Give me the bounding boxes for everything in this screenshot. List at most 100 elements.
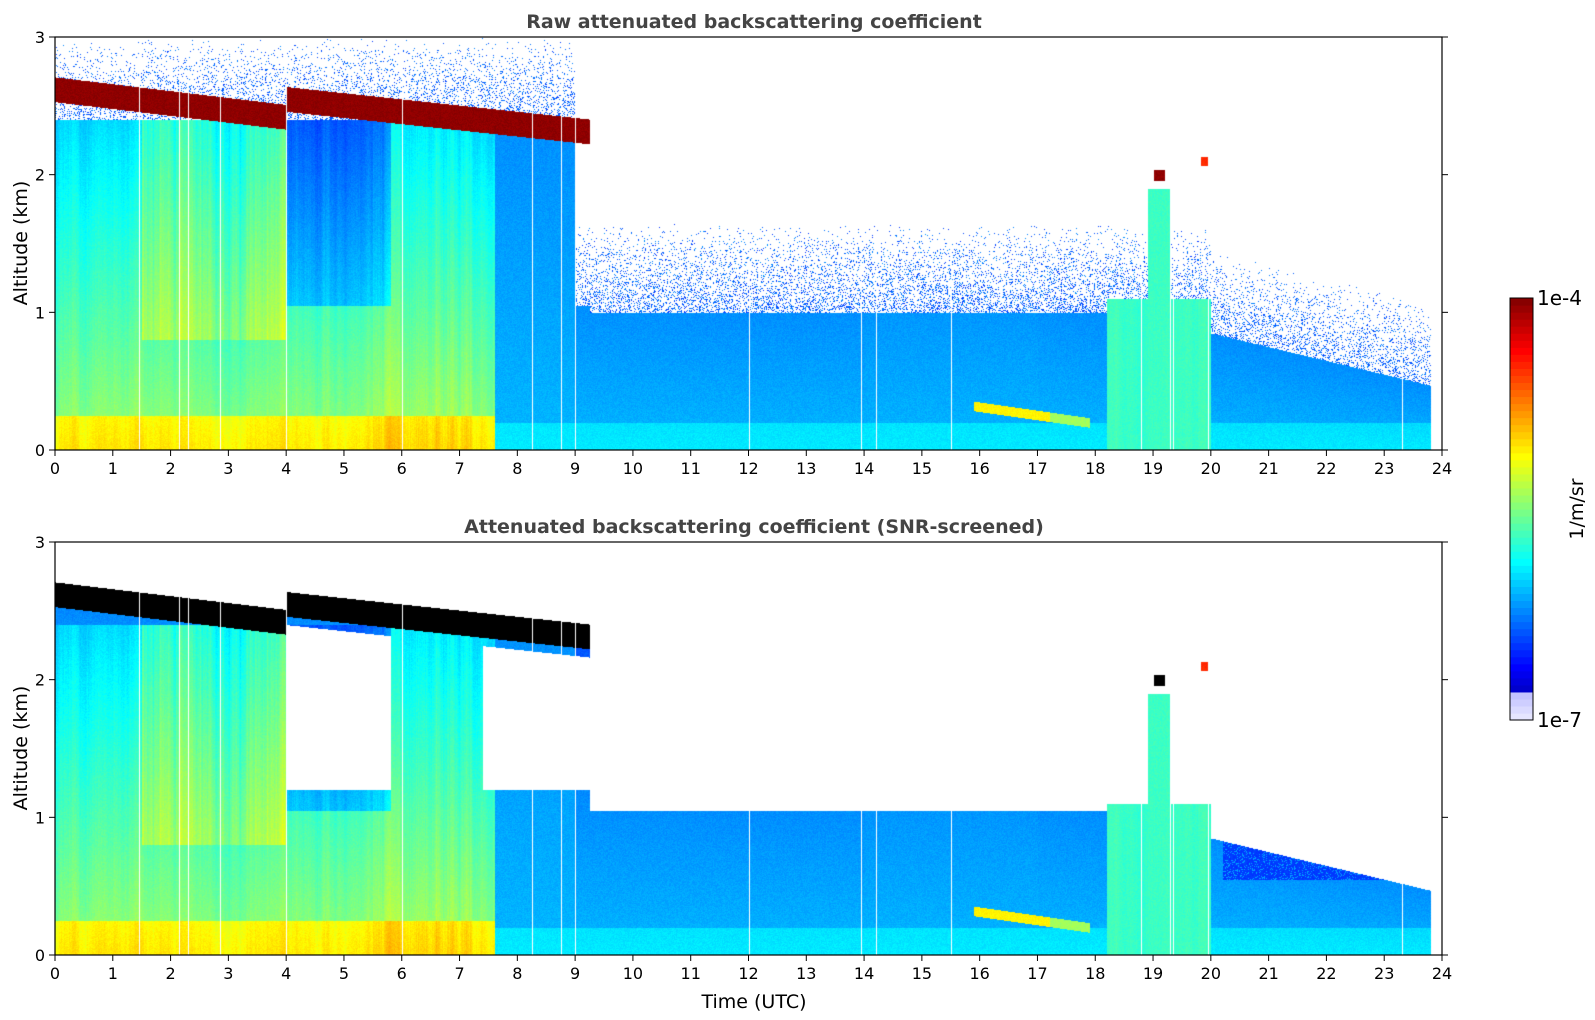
colorbar-segment xyxy=(1510,487,1533,496)
colorbar-segment xyxy=(1510,305,1533,313)
x-tick-label: 3 xyxy=(223,964,233,983)
colorbar-segment xyxy=(1510,663,1533,672)
colorbar-segment xyxy=(1510,670,1533,679)
y-tick-label: 0 xyxy=(35,441,45,460)
x-tick-label: 9 xyxy=(570,964,580,983)
colorbar-min-label: 1e-7 xyxy=(1537,708,1582,732)
x-tick-label: 7 xyxy=(454,964,464,983)
x-tick-label: 9 xyxy=(570,459,580,478)
colorbar-segment xyxy=(1510,340,1533,348)
x-tick-label: 0 xyxy=(50,964,60,983)
y-tick-label: 1 xyxy=(35,303,45,322)
x-tick-label: 20 xyxy=(1201,459,1221,478)
x-tick-label: 21 xyxy=(1258,459,1278,478)
colorbar-segment xyxy=(1510,558,1533,566)
x-tick-label: 19 xyxy=(1143,964,1163,983)
y-tick-label: 2 xyxy=(35,671,45,690)
x-tick-label: 0 xyxy=(50,459,60,478)
x-tick-label: 12 xyxy=(738,964,758,983)
colorbar-segment xyxy=(1510,607,1533,616)
y-axis-label-raw: Altitude (km) xyxy=(10,181,32,306)
colorbar-segment xyxy=(1510,656,1533,665)
colorbar-segment xyxy=(1510,326,1533,334)
x-tick-label: 16 xyxy=(969,459,989,478)
colorbar-segment xyxy=(1510,537,1533,545)
x-tick-label: 23 xyxy=(1374,459,1394,478)
colorbar-segment xyxy=(1510,600,1533,609)
y-axis-ticks-raw: 0 1 2 3 xyxy=(35,28,1448,460)
colorbar-segment xyxy=(1510,691,1533,700)
colorbar-segment xyxy=(1510,621,1533,630)
y-axis-label-screened: Altitude (km) xyxy=(10,686,32,811)
panel-title-screened: Attenuated backscattering coefficient (S… xyxy=(464,516,1044,538)
x-tick-label: 7 xyxy=(454,459,464,478)
y-tick-label: 0 xyxy=(35,946,45,965)
colorbar-segment xyxy=(1510,698,1533,707)
x-tick-label: 4 xyxy=(281,459,291,478)
colorbar-segment xyxy=(1510,452,1533,461)
x-tick-label: 13 xyxy=(796,459,816,478)
colorbar-segment xyxy=(1510,417,1533,426)
colorbar-segment xyxy=(1510,354,1533,362)
x-tick-label: 22 xyxy=(1316,459,1336,478)
x-tick-label: 11 xyxy=(681,964,701,983)
x-tick-label: 5 xyxy=(339,459,349,478)
colorbar-segment xyxy=(1510,516,1533,524)
colorbar-segment xyxy=(1510,459,1533,468)
x-tick-label: 18 xyxy=(1085,964,1105,983)
x-tick-label: 15 xyxy=(912,459,932,478)
colorbar-gradient xyxy=(1510,298,1533,721)
colorbar-segment xyxy=(1510,677,1533,686)
colorbar-segment xyxy=(1510,579,1533,587)
x-tick-label: 1 xyxy=(108,964,118,983)
colorbar-segment xyxy=(1510,614,1533,623)
x-tick-label: 2 xyxy=(165,459,175,478)
x-tick-label: 19 xyxy=(1143,459,1163,478)
x-tick-label: 8 xyxy=(512,459,522,478)
colorbar-segment xyxy=(1510,544,1533,552)
x-tick-label: 10 xyxy=(623,964,643,983)
colorbar-segment xyxy=(1510,684,1533,693)
y-tick-label: 2 xyxy=(35,166,45,185)
colorbar-segment xyxy=(1510,333,1533,341)
x-tick-label: 24 xyxy=(1432,964,1452,983)
x-tick-label: 18 xyxy=(1085,459,1105,478)
colorbar-segment xyxy=(1510,389,1533,398)
y-tick-label: 1 xyxy=(35,808,45,827)
x-tick-label: 3 xyxy=(223,459,233,478)
colorbar-segment xyxy=(1510,501,1533,510)
colorbar-segment xyxy=(1510,445,1533,454)
colorbar-unit-label: 1/m/sr xyxy=(1566,478,1588,539)
colorbar-segment xyxy=(1510,466,1533,475)
colorbar-segment xyxy=(1510,375,1533,383)
heatmap-screened xyxy=(55,542,1442,955)
x-tick-label: 2 xyxy=(165,964,175,983)
x-tick-label: 15 xyxy=(912,964,932,983)
colorbar: 1e-4 1e-7 1/m/sr xyxy=(1509,286,1588,732)
colorbar-segment xyxy=(1510,403,1533,412)
y-tick-label: 3 xyxy=(35,533,45,552)
colorbar-frame xyxy=(1509,297,1534,721)
colorbar-segment xyxy=(1510,298,1533,306)
colorbar-segment xyxy=(1510,509,1533,517)
x-tick-label: 14 xyxy=(854,459,874,478)
x-tick-label: 17 xyxy=(1027,459,1047,478)
colorbar-segment xyxy=(1510,410,1533,419)
x-tick-label: 20 xyxy=(1201,964,1221,983)
colorbar-segment xyxy=(1510,565,1533,573)
x-tick-label: 6 xyxy=(397,459,407,478)
raw-backscatter-panel: Raw attenuated backscattering coefficien… xyxy=(10,11,1452,478)
colorbar-segment xyxy=(1510,494,1533,503)
colorbar-segment xyxy=(1510,635,1533,644)
colorbar-segment xyxy=(1510,551,1533,559)
x-tick-label: 13 xyxy=(796,964,816,983)
x-tick-label: 12 xyxy=(738,459,758,478)
x-tick-label: 17 xyxy=(1027,964,1047,983)
x-tick-label: 6 xyxy=(397,964,407,983)
colorbar-segment xyxy=(1510,705,1533,714)
x-axis-label: Time (UTC) xyxy=(700,991,806,1013)
x-tick-label: 8 xyxy=(512,964,522,983)
x-axis-ticks-raw: 0 1 2 3 4 5 6 7 8 9 10 11 12 13 14 15 16 17 18 19 20 21 22 23 24 xyxy=(50,450,1452,478)
colorbar-segment xyxy=(1510,593,1533,602)
